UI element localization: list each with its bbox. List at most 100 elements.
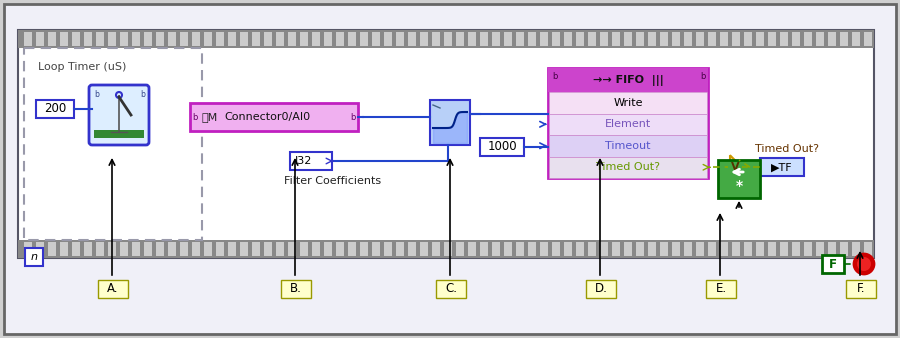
FancyBboxPatch shape	[281, 280, 311, 298]
FancyBboxPatch shape	[25, 248, 43, 266]
FancyBboxPatch shape	[732, 242, 740, 256]
Text: ▶TF: ▶TF	[771, 162, 793, 172]
FancyBboxPatch shape	[840, 32, 848, 46]
FancyBboxPatch shape	[48, 242, 56, 256]
FancyBboxPatch shape	[480, 138, 524, 156]
Text: V: V	[731, 162, 739, 172]
FancyBboxPatch shape	[720, 242, 728, 256]
FancyBboxPatch shape	[816, 242, 824, 256]
FancyBboxPatch shape	[624, 242, 632, 256]
FancyBboxPatch shape	[204, 32, 212, 46]
FancyBboxPatch shape	[744, 32, 752, 46]
Text: Element: Element	[605, 119, 651, 129]
FancyBboxPatch shape	[324, 32, 332, 46]
FancyBboxPatch shape	[612, 32, 620, 46]
FancyBboxPatch shape	[436, 280, 466, 298]
FancyBboxPatch shape	[240, 242, 248, 256]
Text: b: b	[700, 72, 706, 81]
Text: Timed Out?: Timed Out?	[596, 162, 660, 172]
FancyBboxPatch shape	[588, 242, 596, 256]
FancyBboxPatch shape	[120, 32, 128, 46]
FancyBboxPatch shape	[456, 32, 464, 46]
FancyBboxPatch shape	[822, 255, 844, 273]
FancyBboxPatch shape	[312, 242, 320, 256]
FancyBboxPatch shape	[276, 242, 284, 256]
FancyBboxPatch shape	[756, 242, 764, 256]
Text: b: b	[94, 90, 99, 99]
FancyBboxPatch shape	[480, 32, 488, 46]
Text: *: *	[735, 179, 742, 193]
FancyBboxPatch shape	[660, 242, 668, 256]
FancyBboxPatch shape	[540, 32, 548, 46]
FancyBboxPatch shape	[588, 32, 596, 46]
FancyBboxPatch shape	[516, 242, 524, 256]
Circle shape	[747, 164, 753, 170]
FancyBboxPatch shape	[816, 32, 824, 46]
FancyBboxPatch shape	[549, 114, 707, 135]
FancyBboxPatch shape	[432, 32, 440, 46]
FancyBboxPatch shape	[792, 32, 800, 46]
FancyBboxPatch shape	[108, 32, 116, 46]
FancyBboxPatch shape	[696, 242, 704, 256]
FancyBboxPatch shape	[264, 242, 272, 256]
FancyBboxPatch shape	[84, 242, 92, 256]
FancyBboxPatch shape	[384, 32, 392, 46]
FancyBboxPatch shape	[718, 160, 760, 198]
FancyBboxPatch shape	[684, 32, 692, 46]
FancyBboxPatch shape	[18, 30, 874, 48]
FancyBboxPatch shape	[18, 30, 874, 258]
FancyBboxPatch shape	[706, 280, 736, 298]
FancyBboxPatch shape	[72, 242, 80, 256]
FancyBboxPatch shape	[300, 242, 308, 256]
Text: Loop Timer (uS): Loop Timer (uS)	[38, 62, 126, 72]
FancyBboxPatch shape	[108, 242, 116, 256]
FancyBboxPatch shape	[96, 242, 104, 256]
FancyBboxPatch shape	[336, 242, 344, 256]
Text: 200: 200	[44, 102, 66, 116]
FancyBboxPatch shape	[300, 32, 308, 46]
FancyBboxPatch shape	[516, 32, 524, 46]
Text: b: b	[140, 90, 145, 99]
FancyBboxPatch shape	[408, 32, 416, 46]
FancyBboxPatch shape	[432, 242, 440, 256]
Text: Filter Coefficients: Filter Coefficients	[284, 176, 381, 186]
FancyBboxPatch shape	[60, 242, 68, 256]
FancyBboxPatch shape	[732, 32, 740, 46]
FancyBboxPatch shape	[804, 32, 812, 46]
FancyBboxPatch shape	[780, 242, 788, 256]
FancyBboxPatch shape	[156, 32, 164, 46]
Text: F: F	[829, 258, 837, 270]
FancyBboxPatch shape	[60, 32, 68, 46]
FancyBboxPatch shape	[168, 32, 176, 46]
FancyBboxPatch shape	[444, 242, 452, 256]
FancyBboxPatch shape	[564, 32, 572, 46]
FancyBboxPatch shape	[204, 242, 212, 256]
FancyBboxPatch shape	[290, 152, 332, 170]
FancyBboxPatch shape	[576, 242, 584, 256]
FancyBboxPatch shape	[792, 242, 800, 256]
FancyBboxPatch shape	[420, 242, 428, 256]
FancyBboxPatch shape	[780, 32, 788, 46]
FancyBboxPatch shape	[840, 242, 848, 256]
FancyBboxPatch shape	[94, 130, 144, 138]
FancyBboxPatch shape	[360, 242, 368, 256]
FancyBboxPatch shape	[168, 242, 176, 256]
FancyBboxPatch shape	[89, 85, 149, 145]
FancyBboxPatch shape	[540, 242, 548, 256]
FancyBboxPatch shape	[828, 242, 836, 256]
Circle shape	[854, 254, 874, 274]
FancyBboxPatch shape	[144, 32, 152, 46]
FancyBboxPatch shape	[549, 92, 707, 114]
FancyBboxPatch shape	[156, 242, 164, 256]
Text: C.: C.	[445, 283, 457, 295]
FancyBboxPatch shape	[504, 242, 512, 256]
FancyBboxPatch shape	[756, 32, 764, 46]
FancyBboxPatch shape	[528, 32, 536, 46]
FancyBboxPatch shape	[600, 32, 608, 46]
FancyBboxPatch shape	[586, 280, 616, 298]
FancyBboxPatch shape	[564, 242, 572, 256]
FancyBboxPatch shape	[36, 100, 74, 118]
Text: Timeout: Timeout	[605, 141, 651, 151]
FancyBboxPatch shape	[600, 242, 608, 256]
FancyBboxPatch shape	[216, 242, 224, 256]
